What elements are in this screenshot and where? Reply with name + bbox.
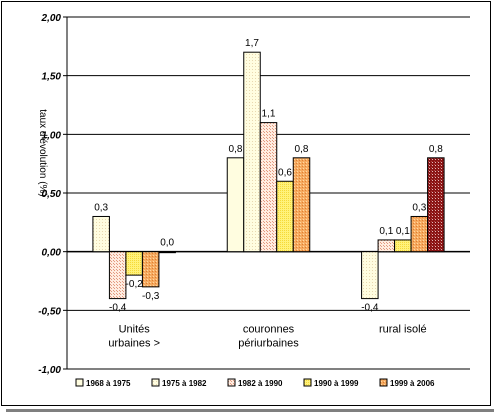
y-tick-label: -1,00: [38, 365, 61, 376]
category-label: rural isolé: [379, 323, 427, 335]
data-label: 0,8: [429, 144, 443, 155]
bars: [92, 51, 445, 300]
bar: [226, 157, 245, 253]
bar: [158, 251, 176, 254]
y-tick-label: 2,00: [41, 13, 62, 24]
legend-label: 1982 à 1990: [238, 379, 283, 388]
bar: [108, 251, 127, 300]
data-labels: 0,3 -0,4 -0,2-0,3 0,0 0,8 1,7 1,1 0,6 0,8 -0,4 0,1…: [94, 38, 443, 313]
legend-label: 1999 à 2006: [390, 379, 435, 388]
data-label: 0,6: [278, 167, 292, 178]
data-label: -0,2: [126, 279, 144, 290]
legend-label: 1990 à 1999: [314, 379, 359, 388]
y-tick-label: 0,50: [42, 189, 62, 200]
data-label: 0,3: [94, 202, 108, 213]
bar: [243, 51, 261, 253]
bar: [394, 239, 412, 253]
y-tick-label: 0,00: [42, 248, 62, 259]
legend-label: 1968 à 1975: [86, 379, 131, 388]
category-label: urbaines >: [108, 337, 160, 349]
bar: [92, 215, 110, 253]
category-label: couronnes: [243, 323, 295, 335]
category-labels: Unités urbaines > couronnes périurbaines rur…: [108, 323, 426, 349]
y-tick-label: 1,00: [42, 130, 62, 141]
legend-label: 1975 à 1982: [162, 379, 207, 388]
y-tick-label: -0,50: [38, 306, 61, 317]
bar: [427, 157, 445, 253]
bar: [410, 215, 429, 253]
data-label: 0,1: [379, 226, 393, 237]
data-label: 1,1: [262, 109, 276, 120]
legend-swatch: [75, 378, 84, 387]
category-label: périurbaines: [238, 337, 299, 349]
data-label: 0,0: [160, 238, 174, 249]
data-label: -0,4: [361, 303, 379, 314]
legend-swatch: [151, 378, 160, 387]
bar: [292, 157, 311, 253]
legend-swatch: [379, 378, 388, 387]
data-label: 0,3: [412, 202, 426, 213]
data-label: 0,8: [229, 144, 243, 155]
y-axis-label: taux d'évolution (%): [37, 109, 48, 197]
bar: [141, 251, 160, 288]
legend: 1968 à 1975 1975 à 1982 1982 à 1990 1990 à …: [75, 378, 435, 388]
y-axis: -1,00 -0,50 0,00 0,50 1,00 1,50 2,00: [38, 13, 68, 376]
bar: [125, 251, 143, 276]
y-tick-label: 1,50: [42, 72, 62, 83]
bar: [361, 251, 379, 300]
data-label: 0,1: [396, 226, 410, 237]
legend-swatch: [303, 378, 312, 387]
legend-swatch: [227, 378, 236, 387]
data-label: -0,4: [109, 303, 127, 314]
data-label: 0,8: [295, 144, 309, 155]
bar: [259, 122, 278, 253]
bar: [377, 239, 396, 253]
data-label: 1,7: [245, 38, 259, 49]
data-label: -0,3: [142, 291, 160, 302]
bar: [276, 180, 294, 253]
category-label: Unités: [119, 323, 151, 335]
